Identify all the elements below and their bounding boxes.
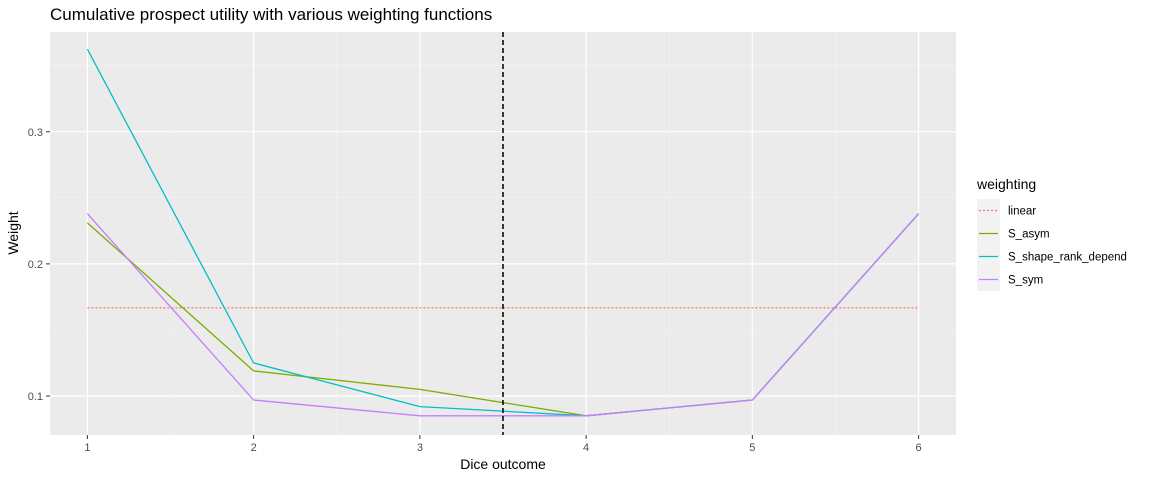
x-axis: 1 2 3 4 5 6: [84, 435, 922, 454]
legend-title: weighting: [976, 176, 1036, 192]
series-line-s-sym: [86, 213, 920, 417]
legend-label: linear: [1008, 206, 1036, 218]
x-tick-label: 4: [583, 442, 589, 454]
y-tick-label: 0.3: [28, 127, 43, 139]
x-tick-label: 3: [417, 442, 423, 454]
x-tick-label: 1: [84, 442, 90, 454]
y-tick-label: 0.1: [28, 391, 43, 403]
chart-title: Cumulative prospect utility with various…: [50, 5, 492, 24]
x-tick-label: 2: [251, 442, 257, 454]
legend-label: S_asym: [1008, 229, 1050, 241]
x-tick-label: 6: [916, 442, 922, 454]
y-tick-label: 0.2: [28, 259, 43, 271]
x-axis-title: Dice outcome: [460, 456, 546, 472]
legend-label: S_sym: [1008, 275, 1043, 287]
x-tick-label: 5: [749, 442, 755, 454]
y-axis-title: Weight: [5, 211, 21, 254]
legend-items: linear S_asym S_shape_rank_depend S_sym: [977, 199, 1127, 291]
legend-label: S_shape_rank_depend: [1008, 252, 1127, 264]
y-axis: 0.1 0.2 0.3: [28, 127, 50, 403]
legend: weighting linear S_asym S_shape_rank_depen…: [976, 176, 1127, 291]
